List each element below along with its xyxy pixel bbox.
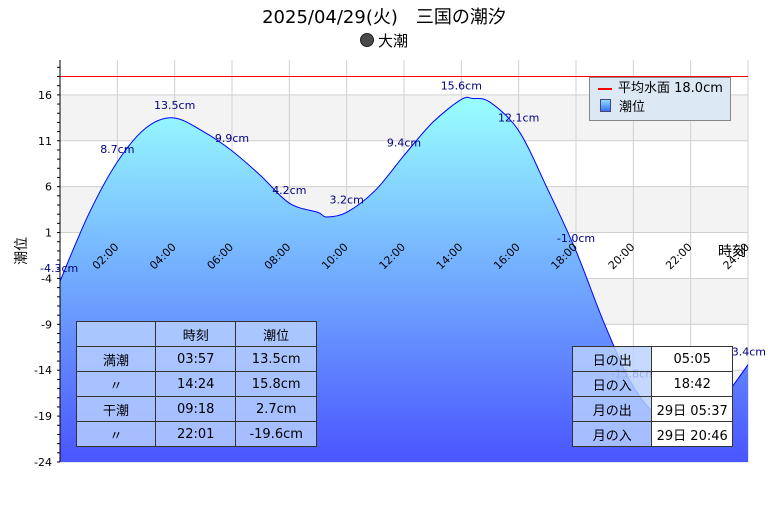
- tide-table-header: 時刻 潮位: [75, 321, 317, 347]
- sunset-label: 日の入: [571, 371, 653, 397]
- tide-point-label: 4.2cm: [272, 184, 306, 197]
- legend-area-swatch: [600, 99, 611, 112]
- table-row: 満潮 03:57 13.5cm: [75, 346, 317, 372]
- table-row: 〃 14:24 15.8cm: [75, 371, 317, 397]
- tide-type: 〃: [75, 371, 157, 397]
- moonrise-label: 月の出: [571, 396, 653, 422]
- tide-time: 03:57: [155, 346, 237, 372]
- tide-point-label: 9.4cm: [387, 136, 421, 149]
- tide-time: 09:18: [155, 396, 237, 422]
- y-tick-label: 1: [45, 227, 52, 240]
- legend-item-mean: 平均水面 18.0cm: [598, 80, 723, 98]
- tide-type: 満潮: [75, 346, 157, 372]
- tide-header-level: 潮位: [235, 321, 317, 347]
- legend-line-swatch: [598, 87, 612, 90]
- tide-time: 14:24: [155, 371, 237, 397]
- tide-header-time: 時刻: [155, 321, 237, 347]
- tide-point-label: 12.1cm: [498, 112, 539, 125]
- y-tick-label: 11: [38, 135, 52, 148]
- table-row: 〃 22:01 -19.6cm: [75, 421, 317, 447]
- tide-level: 15.8cm: [235, 371, 317, 397]
- x-tick-label: 22:00: [663, 241, 695, 273]
- legend-mean-label: 平均水面 18.0cm: [618, 81, 723, 96]
- y-tick-label: 6: [45, 181, 52, 194]
- sunset-value: 18:42: [651, 371, 733, 397]
- table-row: 日の入 18:42: [571, 371, 733, 397]
- table-row: 干潮 09:18 2.7cm: [75, 396, 317, 422]
- y-tick-label: -19: [34, 410, 52, 423]
- legend-tide-label: 潮位: [619, 100, 646, 115]
- tide-point-label: 15.6cm: [441, 80, 482, 93]
- tide-header-blank: [75, 321, 157, 347]
- tide-table: 時刻 潮位 満潮 03:57 13.5cm 〃 14:24 15.8cm 干潮 …: [75, 321, 317, 447]
- y-axis-title: 潮位: [14, 237, 30, 265]
- chart-title: 2025/04/29(火) 三国の潮汐: [262, 7, 506, 28]
- table-row: 月の入 29日 20:46: [571, 421, 733, 447]
- sunrise-value: 05:05: [651, 346, 733, 372]
- sun-moon-table: 日の出 05:05 日の入 18:42 月の出 29日 05:37 月の入 29…: [571, 346, 733, 447]
- tide-point-label: -4.3cm: [40, 262, 78, 275]
- table-row: 日の出 05:05: [571, 346, 733, 372]
- y-tick-label: -14: [34, 364, 52, 377]
- moon-phase: 大潮: [0, 30, 768, 51]
- tide-type: 〃: [75, 421, 157, 447]
- tide-type: 干潮: [75, 396, 157, 422]
- legend-item-tide: 潮位: [598, 99, 645, 117]
- moonrise-value: 29日 05:37: [651, 396, 733, 422]
- y-tick-label: -9: [41, 318, 52, 331]
- y-tick-label: -4: [41, 272, 52, 285]
- chart-legend: 平均水面 18.0cm 潮位: [589, 77, 731, 121]
- moon-phase-icon: [359, 33, 374, 47]
- y-tick-label: -24: [34, 456, 52, 469]
- tide-point-label: 3.2cm: [330, 193, 364, 206]
- tide-point-label: 13.5cm: [154, 99, 195, 112]
- table-row: 月の出 29日 05:37: [571, 396, 733, 422]
- y-tick-label: 16: [38, 89, 52, 102]
- tide-level: 2.7cm: [235, 396, 317, 422]
- tide-time: 22:01: [155, 421, 237, 447]
- moonset-value: 29日 20:46: [651, 421, 733, 447]
- moonset-label: 月の入: [571, 421, 653, 447]
- tide-point-label: 9.9cm: [215, 132, 249, 145]
- tide-point-label: 8.7cm: [100, 143, 134, 156]
- sunrise-label: 日の出: [571, 346, 653, 372]
- tide-level: -19.6cm: [235, 421, 317, 447]
- x-axis-title: 時刻: [718, 244, 746, 260]
- tide-point-label: -1.0cm: [557, 232, 595, 245]
- tide-level: 13.5cm: [235, 346, 317, 372]
- moon-phase-label: 大潮: [377, 32, 408, 50]
- x-tick-label: 20:00: [606, 241, 638, 273]
